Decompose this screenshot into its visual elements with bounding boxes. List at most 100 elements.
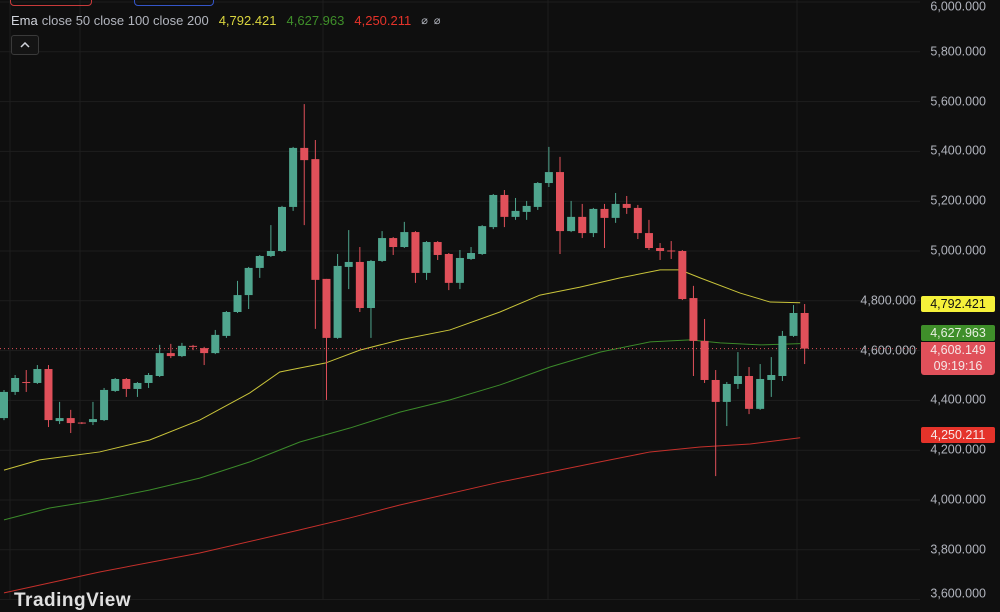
candle-up xyxy=(467,247,476,260)
candle-body xyxy=(578,216,587,234)
candle-up xyxy=(733,352,742,389)
ema100-value: 4,627.963 xyxy=(286,13,345,28)
candle-body xyxy=(522,205,531,212)
candle-body xyxy=(778,335,787,376)
candle-down xyxy=(700,318,709,383)
candle-body xyxy=(100,389,109,421)
price-axis-tick: 3,600.000 xyxy=(930,586,986,601)
candle-up xyxy=(533,182,542,210)
candle-body xyxy=(211,334,220,354)
candle-up xyxy=(756,364,765,410)
candle-down xyxy=(44,365,53,428)
candle-body xyxy=(611,203,620,218)
candles xyxy=(0,104,809,477)
candle-body xyxy=(322,278,331,338)
candle-up xyxy=(177,342,186,358)
candle-body xyxy=(600,208,609,218)
candle-body xyxy=(77,422,86,424)
candle-up xyxy=(33,365,42,384)
candle-body xyxy=(88,419,97,423)
collapse-legend-button[interactable] xyxy=(11,35,39,55)
candle-down xyxy=(66,409,75,434)
candle-down xyxy=(433,241,442,260)
candle-body xyxy=(0,391,8,419)
candle-body xyxy=(33,369,42,383)
candle-body xyxy=(355,261,364,309)
candle-up xyxy=(233,280,242,314)
candle-body xyxy=(255,255,264,268)
candle-body xyxy=(44,369,53,421)
candle-up xyxy=(522,200,531,220)
candle-body xyxy=(567,216,576,232)
candle-body xyxy=(333,265,342,338)
candle-up xyxy=(100,387,109,422)
price-axis-tick: 5,400.000 xyxy=(930,143,986,158)
candle-body xyxy=(722,383,731,402)
candle-body xyxy=(122,378,131,389)
candle-body xyxy=(467,252,476,259)
candle-body xyxy=(366,260,375,309)
ema50-price-tag: 4,792.421 xyxy=(921,296,995,312)
price-axis-tick: 3,800.000 xyxy=(930,542,986,557)
candle-up xyxy=(333,253,342,339)
candle-body xyxy=(422,242,431,273)
candle-body xyxy=(200,348,209,354)
candle-down xyxy=(667,241,676,259)
candle-body xyxy=(278,206,286,251)
tradingview-logo: TradingView xyxy=(14,590,132,611)
candle-body xyxy=(589,208,598,234)
candle-down xyxy=(77,422,86,425)
price-axis-tick: 4,800.000 xyxy=(860,293,916,308)
last-price-value: 4,608.149 xyxy=(930,343,986,357)
candle-up xyxy=(133,381,142,397)
candle-body xyxy=(544,172,553,184)
ema200-value: 4,250.211 xyxy=(354,13,412,28)
ema-100-line xyxy=(3,339,801,521)
candle-up xyxy=(111,377,120,392)
candle-body xyxy=(66,418,75,424)
ema-50-line xyxy=(3,269,801,471)
candle-up xyxy=(400,221,409,249)
candle-body xyxy=(378,238,387,261)
candle-down xyxy=(656,243,665,260)
ema-lines xyxy=(3,269,801,594)
sell-button[interactable] xyxy=(10,0,92,6)
candle-body xyxy=(678,251,687,300)
candle-body xyxy=(244,267,253,296)
candle-body xyxy=(511,210,520,217)
candle-down xyxy=(444,252,453,291)
candle-down xyxy=(678,250,687,301)
candle-body xyxy=(644,233,653,249)
candle-down xyxy=(745,367,754,415)
candle-up xyxy=(344,230,353,290)
buy-button[interactable] xyxy=(134,0,214,6)
ema100-price-tag: 4,627.963 xyxy=(921,325,995,341)
candle-body xyxy=(300,147,309,161)
candle-body xyxy=(733,375,742,384)
candle-body xyxy=(55,418,64,422)
candle-down xyxy=(200,346,209,366)
candle-body xyxy=(444,253,453,283)
candle-body xyxy=(166,353,175,357)
candle-up xyxy=(789,305,798,337)
candle-down xyxy=(600,203,609,249)
candle-up xyxy=(211,329,220,355)
candle-up xyxy=(422,241,431,280)
candle-down xyxy=(355,247,364,313)
candle-down xyxy=(411,231,420,283)
indicator-legend[interactable]: Ema close 50 close 100 close 200 4,792.4… xyxy=(11,13,441,28)
price-axis-tick: 5,600.000 xyxy=(930,94,986,109)
ema50-value: 4,792.421 xyxy=(218,13,277,28)
grid xyxy=(0,0,920,600)
candle-body xyxy=(155,353,164,376)
candle-up xyxy=(88,401,97,426)
candle-down xyxy=(389,237,398,255)
candle-up xyxy=(455,250,464,290)
chevron-up-icon xyxy=(20,42,30,48)
candle-body xyxy=(556,172,564,232)
candle-up xyxy=(767,357,776,397)
candle-body xyxy=(800,313,809,349)
candle-body xyxy=(711,379,720,402)
candle-down xyxy=(22,370,31,392)
